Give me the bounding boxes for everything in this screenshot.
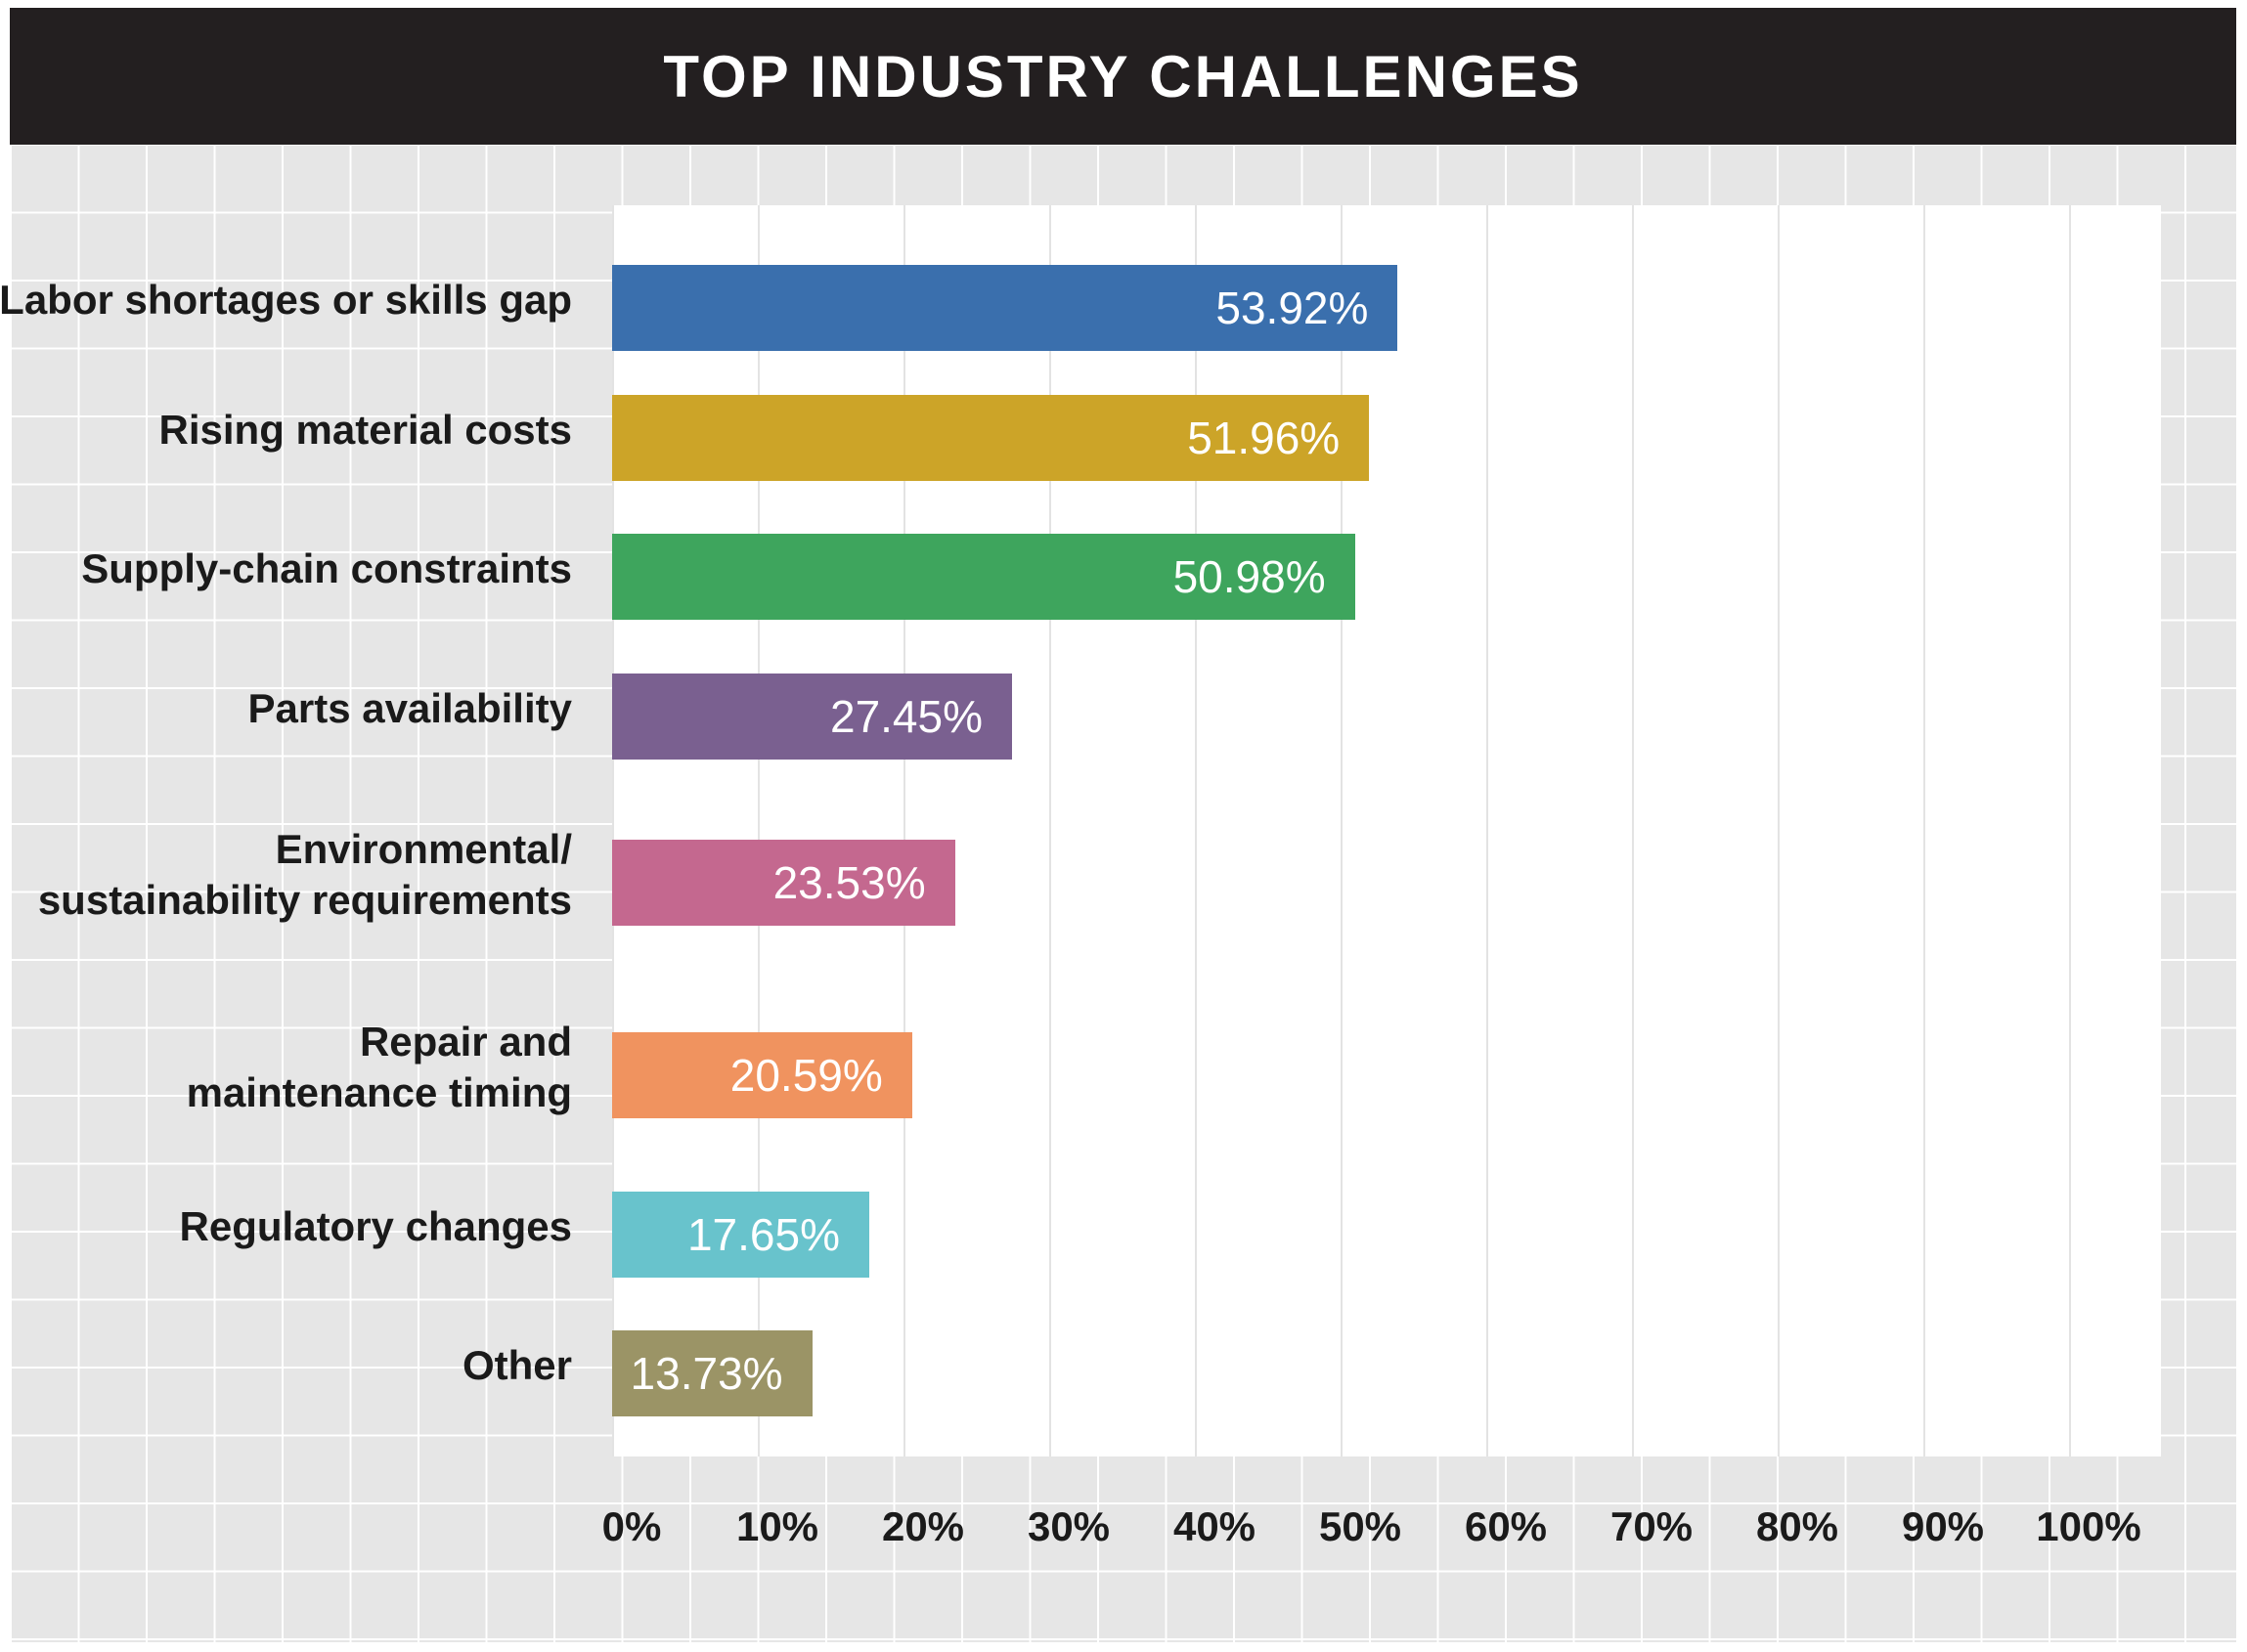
x-tick-label: 20%	[881, 1503, 965, 1549]
x-tick-label: 30%	[1027, 1503, 1111, 1549]
bar-value-label: 50.98%	[1172, 551, 1326, 602]
x-tick-label: 60%	[1464, 1503, 1548, 1549]
category-label: Repair and maintenance timing	[186, 1019, 572, 1115]
category-label: Parts availability	[247, 685, 572, 731]
category-label: Labor shortages or skills gap	[0, 277, 572, 323]
gridline	[612, 205, 614, 1456]
category-label: Supply-chain constraints	[81, 545, 572, 591]
gridline	[903, 205, 905, 1456]
bar: 50.98%	[612, 534, 1355, 620]
bar-value-label: 20.59%	[729, 1050, 883, 1101]
gridline	[2069, 205, 2071, 1456]
x-tick-label: 80%	[1755, 1503, 1839, 1549]
chart-title: TOP INDUSTRY CHALLENGES	[663, 43, 1583, 109]
category-label: Rising material costs	[158, 407, 572, 453]
x-tick-label: 100%	[2036, 1503, 2141, 1549]
bar: 27.45%	[612, 674, 1012, 760]
category-label: Environmental/sustainability requirement…	[37, 826, 572, 923]
bar-value-label: 51.96%	[1187, 413, 1341, 463]
bar-value-label: 23.53%	[772, 857, 926, 908]
gridline	[758, 205, 760, 1456]
bar: 20.59%	[612, 1032, 912, 1118]
bar: 13.73%	[612, 1330, 813, 1416]
gridline	[1632, 205, 1634, 1456]
bar: 53.92%	[612, 265, 1398, 351]
bar-value-label: 17.65%	[686, 1209, 840, 1260]
gridline	[1049, 205, 1051, 1456]
bar-value-label: 27.45%	[829, 691, 983, 742]
bar: 23.53%	[612, 840, 955, 926]
x-tick-label: 40%	[1172, 1503, 1256, 1549]
bar-value-label: 13.73%	[630, 1348, 783, 1399]
bar: 51.96%	[612, 395, 1370, 481]
bar: 17.65%	[612, 1192, 869, 1278]
title-bar: TOP INDUSTRY CHALLENGES	[10, 8, 2236, 145]
x-tick-label: 90%	[1901, 1503, 1985, 1549]
x-tick-label: 10%	[735, 1503, 819, 1549]
plot-area: 53.92% 51.96% 50.98% 27.45% 23.53% 20.59% 17.6…	[612, 205, 2161, 1456]
bar-value-label: 53.92%	[1215, 283, 1369, 333]
x-tick-label: 50%	[1318, 1503, 1402, 1549]
gridline	[1195, 205, 1197, 1456]
gridline	[1923, 205, 1925, 1456]
gridline	[1341, 205, 1343, 1456]
gridline	[1778, 205, 1780, 1456]
gridline	[1486, 205, 1488, 1456]
x-tick-label: 70%	[1609, 1503, 1694, 1549]
category-label: Other	[462, 1342, 572, 1388]
category-label: Regulatory changes	[179, 1203, 572, 1249]
x-tick-label: 0%	[601, 1503, 662, 1549]
